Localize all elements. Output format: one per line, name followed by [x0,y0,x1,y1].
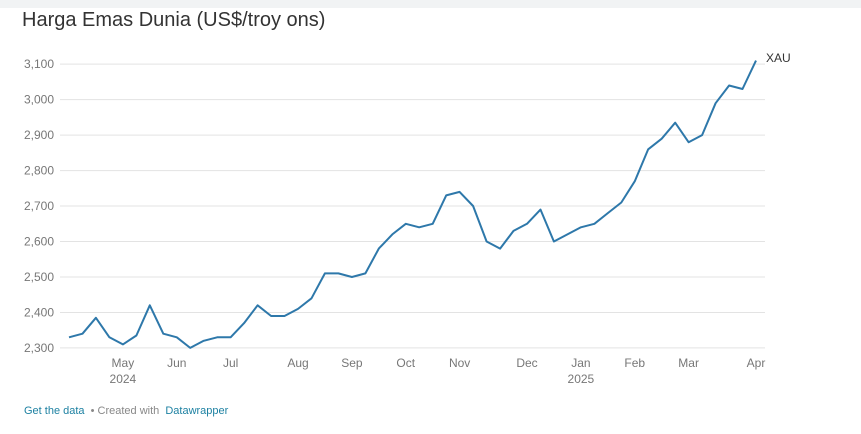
datawrapper-link[interactable]: Datawrapper [165,405,228,417]
x-year-label: 2024 [110,372,137,386]
y-tick-label: 3,000 [24,93,54,107]
x-tick-label: Oct [396,356,415,370]
price-line [68,60,757,349]
browser-strip [0,0,861,8]
x-tick-label: Nov [449,356,470,370]
chart-title: Harga Emas Dunia (US$/troy ons) [22,9,325,31]
x-tick-label: Aug [287,356,308,370]
y-tick-label: 2,400 [24,305,54,319]
x-tick-label: Jun [167,356,186,370]
x-tick-label: May [112,356,135,370]
footer: Get the data • Created with Datawrapper [24,405,229,417]
y-tick-label: 2,800 [24,164,54,178]
y-tick-label: 2,600 [24,235,54,249]
y-tick-label: 2,500 [24,270,54,284]
x-tick-label: Dec [516,356,537,370]
x-tick-label: Jul [223,356,238,370]
y-tick-label: 2,900 [24,128,54,142]
y-tick-label: 2,700 [24,199,54,213]
x-tick-label: Mar [678,356,699,370]
y-tick-label: 3,100 [24,57,54,71]
x-tick-label: Feb [624,356,645,370]
created-with: • Created with [91,405,160,417]
x-year-label: 2025 [568,372,595,386]
x-tick-label: Apr [747,356,766,370]
x-tick-label: Jan [571,356,590,370]
y-tick-label: 2,300 [24,341,54,355]
x-tick-label: Sep [341,356,363,370]
get-data-link[interactable]: Get the data [24,405,85,417]
series-label: XAU [766,51,791,65]
